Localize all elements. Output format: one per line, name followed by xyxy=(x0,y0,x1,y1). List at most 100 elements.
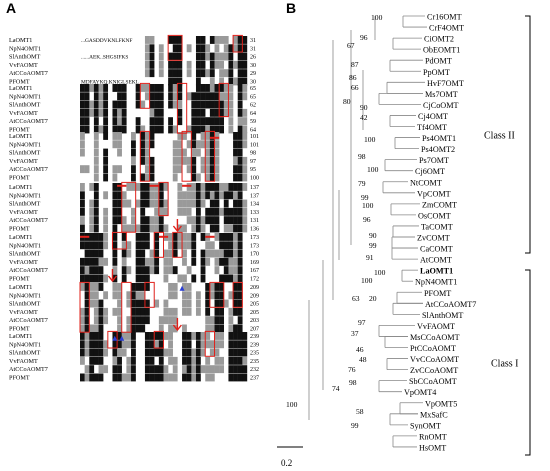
residue-cell xyxy=(237,340,243,349)
residue-cell xyxy=(103,92,109,101)
residue-cell xyxy=(172,100,178,109)
residue-cell xyxy=(144,307,150,316)
residue-cell xyxy=(168,257,173,266)
residue-cell xyxy=(200,132,206,140)
residue-cell xyxy=(233,77,238,86)
residue-cell xyxy=(89,108,95,117)
residue-cell xyxy=(149,332,155,340)
residue-cell xyxy=(154,241,160,250)
taxon-label: VpCOMT xyxy=(417,189,451,198)
residue-cell xyxy=(93,92,99,101)
residue-cell xyxy=(191,348,197,357)
residue-cell xyxy=(103,191,109,200)
residue-cell xyxy=(98,274,104,283)
residue-cell xyxy=(191,224,197,233)
residue-cell xyxy=(195,340,201,349)
residue-cell xyxy=(93,156,99,165)
residue-cell xyxy=(149,266,155,275)
residue-cell xyxy=(200,266,206,275)
residue-cell xyxy=(89,233,95,241)
residue-number: 239 xyxy=(250,334,259,340)
residue-cell xyxy=(112,108,118,117)
residue-cell xyxy=(209,148,215,157)
residue-cell xyxy=(242,365,248,374)
residue-cell xyxy=(126,299,132,308)
residue-cell xyxy=(186,307,192,316)
taxon-label: Ps4OMT2 xyxy=(421,145,455,154)
residue-cell xyxy=(186,207,192,216)
residue-cell xyxy=(158,125,164,134)
residue-cell xyxy=(177,140,183,149)
residue-cell xyxy=(98,84,104,92)
residue-cell xyxy=(195,216,201,225)
residue-cell xyxy=(205,132,211,140)
residue-cell xyxy=(149,183,155,191)
residue-cell xyxy=(214,100,220,109)
residue-cell xyxy=(131,332,136,340)
residue-cell xyxy=(200,92,206,101)
residue-cell xyxy=(233,274,238,283)
residue-cell xyxy=(93,266,99,275)
residue-cell xyxy=(163,199,169,208)
residue-cell xyxy=(93,324,99,333)
residue-cell xyxy=(195,36,201,44)
residue-cell xyxy=(121,249,127,258)
residue-cell xyxy=(205,324,211,333)
residue-cell xyxy=(242,165,248,174)
arrow-head xyxy=(172,225,182,233)
taxon-label: NtCOMT xyxy=(410,178,442,187)
residue-cell xyxy=(200,249,206,258)
residue-cell xyxy=(237,241,243,250)
residue-cell xyxy=(121,266,127,275)
residue-cell xyxy=(223,274,229,283)
residue-cell xyxy=(98,365,104,374)
residue-cell xyxy=(219,36,225,44)
residue-cell xyxy=(191,365,197,374)
residue-cell xyxy=(233,173,238,182)
residue-cell xyxy=(205,165,211,174)
residue-cell xyxy=(89,224,95,233)
residue-cell xyxy=(195,199,201,208)
residue-cell xyxy=(140,191,146,200)
residue-cell xyxy=(98,373,104,382)
residue-cell xyxy=(163,224,169,233)
taxon-label: LaOMT1 xyxy=(420,267,453,276)
taxon-label: RnOMT xyxy=(419,432,447,441)
residue-cell xyxy=(242,156,248,165)
residue-cell xyxy=(154,340,160,349)
residue-cell xyxy=(233,373,238,382)
residue-cell xyxy=(223,233,229,241)
residue-cell xyxy=(98,332,104,340)
residue-cell xyxy=(163,299,169,308)
residue-cell xyxy=(191,108,197,117)
residue-number: 167 xyxy=(250,268,259,274)
residue-cell xyxy=(172,324,178,333)
residue-cell xyxy=(209,365,215,374)
residue-cell xyxy=(219,69,225,78)
residue-cell xyxy=(112,348,118,357)
residue-cell xyxy=(200,257,206,266)
residue-cell xyxy=(84,100,90,109)
residue-cell xyxy=(219,117,225,126)
residue-cell xyxy=(182,199,187,208)
residue-cell xyxy=(80,148,85,157)
residue-number: 232 xyxy=(250,367,259,373)
residue-cell xyxy=(144,84,150,92)
residue-cell xyxy=(126,332,132,340)
residue-cell xyxy=(93,241,99,250)
residue-cell xyxy=(84,373,90,382)
residue-cell xyxy=(205,69,211,78)
residue-cell xyxy=(205,373,211,382)
residue-cell xyxy=(228,92,234,101)
residue-cell xyxy=(140,249,146,258)
residue-cell xyxy=(200,332,206,340)
residue-cell xyxy=(112,132,118,140)
residue-cell xyxy=(158,117,164,126)
bootstrap-value: 97 xyxy=(358,318,366,327)
residue-cell xyxy=(131,207,136,216)
residue-cell xyxy=(186,216,192,225)
residue-cell xyxy=(195,183,201,191)
residue-cell xyxy=(103,307,109,316)
residue-cell xyxy=(228,316,234,325)
residue-cell xyxy=(205,307,211,316)
